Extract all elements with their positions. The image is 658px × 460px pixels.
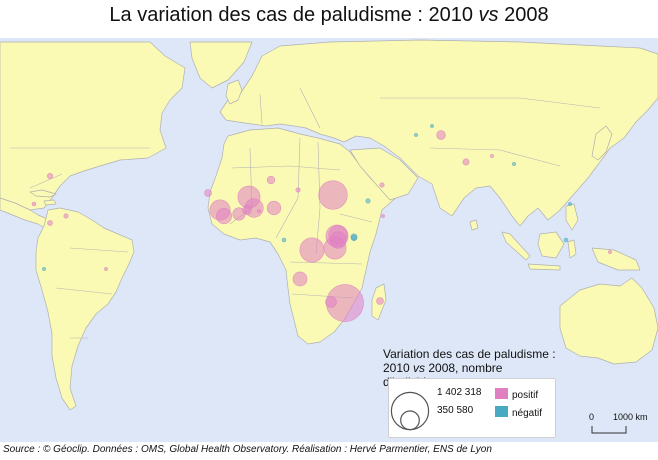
sulawesi: [567, 239, 577, 259]
circle-angola: [292, 271, 308, 287]
north-america: [0, 41, 186, 211]
title-end: 2008: [498, 4, 549, 26]
south-america: [35, 207, 135, 411]
arabia: [349, 147, 419, 201]
legend-value-large: 1 402 318: [437, 387, 482, 398]
circle-haiti: [46, 172, 54, 180]
borneo: [537, 231, 565, 259]
world-map: [0, 38, 658, 442]
sri-lanka: [469, 219, 479, 231]
legend-box: 1 402 318 350 580 positif négatif: [388, 378, 556, 438]
great-britain: [225, 79, 243, 105]
cuba: [29, 189, 57, 198]
scale-bar: 0 1000 km: [588, 412, 650, 436]
circle-colombia: [47, 220, 53, 226]
circle-ethiopia: [365, 198, 371, 204]
circle-niger: [266, 175, 276, 185]
circle-brazil: [104, 267, 108, 271]
legend-swatch-positive: [495, 388, 508, 399]
legend-value-small: 350 580: [437, 405, 474, 416]
country-borders: [10, 87, 601, 339]
greenland: [189, 41, 253, 89]
circle-afghanistan: [430, 124, 434, 128]
circle-eritrea: [379, 182, 385, 188]
circle-zambia: [325, 296, 337, 308]
circle-gambia: [204, 189, 212, 197]
circle-philippines: [568, 202, 572, 206]
legend-label-positive: positif: [512, 390, 539, 401]
legend-swatch-negative: [495, 406, 508, 417]
circle-indonesia: [563, 237, 569, 243]
java: [527, 263, 561, 271]
map-title: La variation des cas de paludisme : 2010…: [0, 4, 658, 27]
circle-burkina-faso: [266, 200, 282, 216]
circle-sudan: [318, 180, 348, 210]
scale-bar-line: [591, 426, 627, 434]
hispaniola: [43, 199, 57, 206]
title-text: La variation des cas de paludisme : 2010: [109, 4, 479, 26]
circle-panama: [31, 201, 37, 207]
circles-layer: [31, 124, 612, 322]
circle-kenya: [329, 231, 347, 249]
legend-label-negative: négatif: [512, 408, 543, 419]
circle-chad: [295, 187, 301, 193]
circle-iran: [414, 133, 418, 137]
circle-ghana: [242, 205, 252, 215]
title-vs: vs: [478, 4, 499, 26]
circle-india: [462, 158, 470, 166]
circle-peru: [42, 267, 46, 271]
source-credit: Source : © Géoclip. Données : OMS, Globa…: [3, 444, 492, 455]
circle-gabon: [281, 237, 287, 243]
scale-distance: 1000 km: [613, 412, 648, 422]
legend-size-symbols: [390, 391, 430, 431]
circle-venezuela: [63, 213, 69, 219]
circle-somalia: [381, 214, 385, 218]
scale-zero: 0: [589, 412, 595, 422]
circle-dr-congo-west: [299, 237, 325, 263]
legend-circle-small: [400, 410, 420, 431]
legend-title-line1: Variation des cas de paludisme :: [383, 347, 556, 361]
australia: [559, 277, 658, 365]
circle-madagascar: [376, 297, 384, 305]
circle-sierra-leone: [216, 208, 232, 224]
circle-rwanda: [350, 234, 358, 242]
circle-papua-new-guinea: [608, 250, 612, 254]
circle-myanmar: [512, 162, 516, 166]
philippines: [565, 203, 579, 231]
circle-bangladesh: [490, 154, 494, 158]
circle-pakistan: [436, 130, 446, 140]
legend: Variation des cas de paludisme : 2010 vs…: [380, 346, 556, 438]
circle-cameroon: [257, 209, 261, 213]
new-guinea: [591, 247, 641, 271]
japan: [591, 125, 613, 161]
sumatra: [501, 231, 531, 261]
